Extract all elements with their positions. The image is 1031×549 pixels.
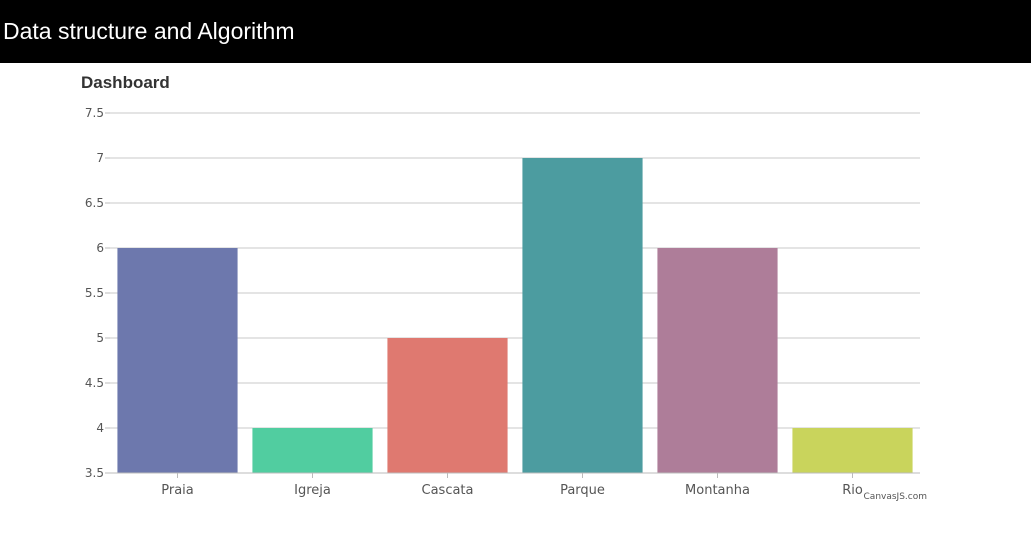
- page-title: Data structure and Algorithm: [3, 18, 295, 44]
- bar-montanha[interactable]: [657, 248, 778, 473]
- canvasjs-credit: CanvasJS.com: [864, 492, 927, 502]
- chart-title: Dashboard: [81, 73, 170, 92]
- y-tick-label: 6.5: [85, 196, 104, 210]
- bars: [117, 158, 913, 473]
- y-tick-label: 4.5: [85, 376, 104, 390]
- gridlines: [105, 112, 920, 474]
- x-tick-label: Rio: [842, 483, 863, 498]
- bar-praia[interactable]: [117, 248, 238, 473]
- bar-parque[interactable]: [522, 158, 643, 473]
- y-tick-label: 4: [96, 421, 104, 435]
- bar-chart: Dashboard 3.5 4 4.5 5 5.5 6 6.5 7 7.5 Praia Igreja…: [81, 73, 927, 502]
- y-tick-label: 7.5: [85, 106, 104, 120]
- x-tick-label: Montanha: [685, 483, 750, 498]
- bar-cascata[interactable]: [387, 338, 508, 473]
- y-tick-label: 5: [96, 331, 104, 345]
- x-tick-label: Parque: [560, 483, 605, 498]
- chart-container: Dashboard 3.5 4 4.5 5 5.5 6 6.5 7 7.5 Praia Igreja…: [0, 63, 1031, 549]
- top-bar: Data structure and Algorithm: [0, 0, 1031, 63]
- axes: 3.5 4 4.5 5 5.5 6 6.5 7 7.5 Praia Igreja Cascata Par…: [85, 106, 920, 498]
- bar-igreja[interactable]: [252, 428, 373, 473]
- x-tick-label: Praia: [161, 483, 194, 498]
- y-tick-label: 3.5: [85, 466, 104, 480]
- y-tick-label: 6: [96, 241, 104, 255]
- x-tick-label: Cascata: [422, 483, 474, 498]
- y-tick-label: 5.5: [85, 286, 104, 300]
- bar-rio[interactable]: [792, 428, 913, 473]
- y-tick-label: 7: [96, 151, 104, 165]
- x-tick-label: Igreja: [294, 483, 331, 498]
